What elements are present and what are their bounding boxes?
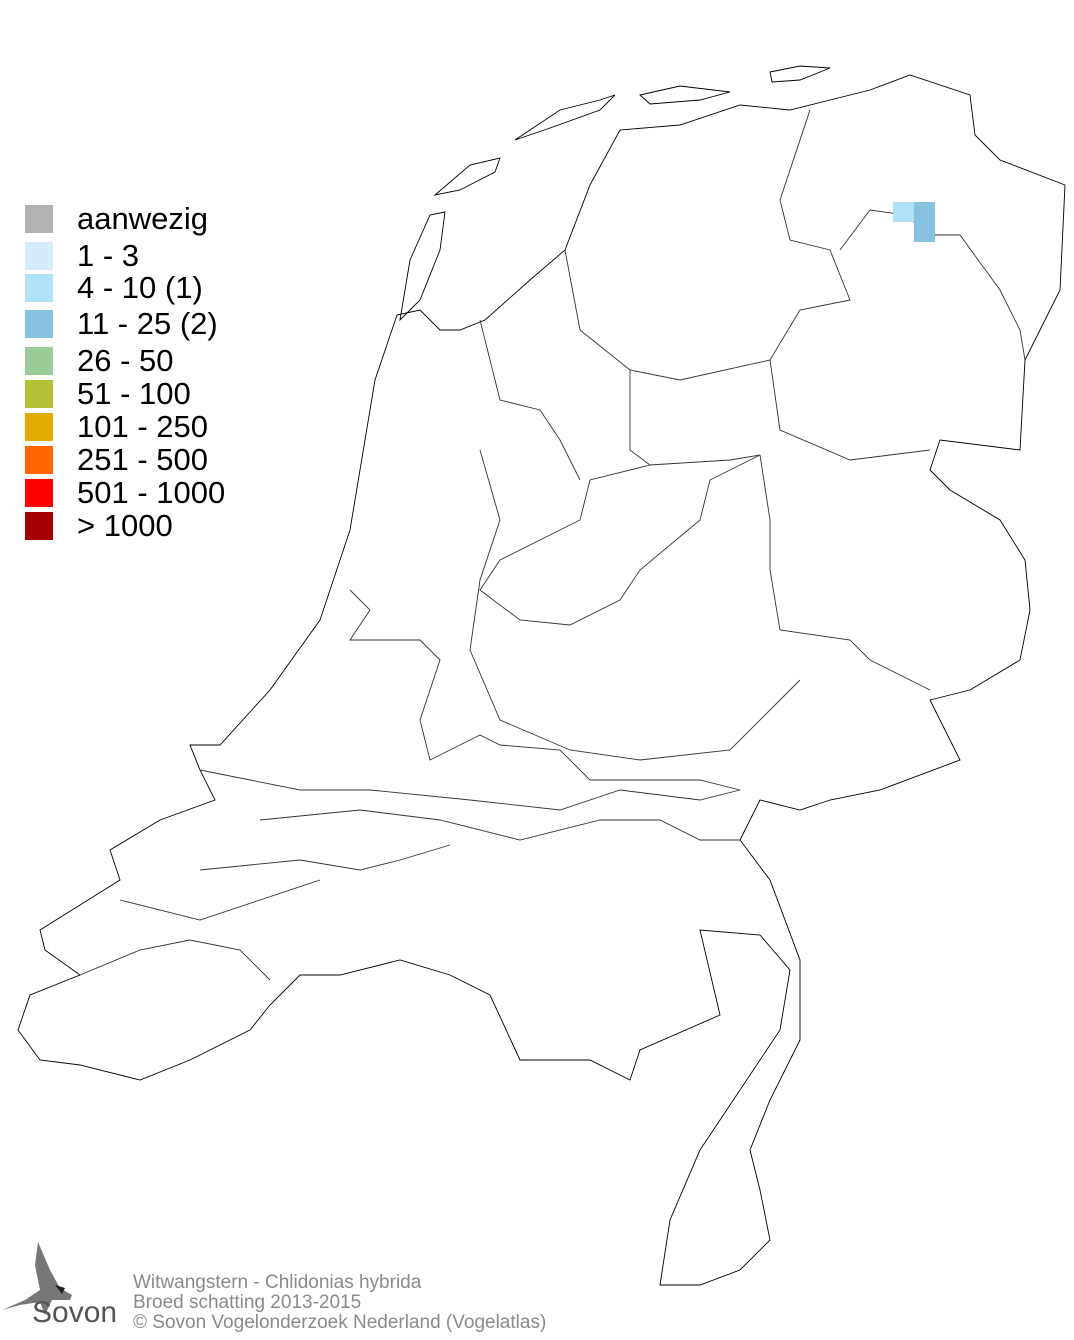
legend-swatch [25,512,53,540]
legend-label: aanwezig [77,201,208,236]
legend-swatch [25,242,53,270]
legend-item: 501 - 1000 [25,477,225,508]
legend-swatch [25,479,53,507]
legend-swatch [25,205,53,233]
legend-label: 251 - 500 [77,442,208,477]
legend-label: > 1000 [77,508,173,543]
legend-item: 4 - 10 (1) [25,272,203,303]
grid-cell-11-25 [914,222,935,242]
legend-swatch [25,446,53,474]
legend-item: 26 - 50 [25,345,174,376]
legend-item: > 1000 [25,510,173,541]
grid-cell-11-25 [914,202,935,222]
legend-item: 1 - 3 [25,240,139,271]
legend-item: 51 - 100 [25,378,191,409]
legend-swatch [25,380,53,408]
legend-swatch [25,274,53,302]
legend-label: 1 - 3 [77,238,140,273]
legend-label: 4 - 10 (1) [77,270,203,305]
legend-swatch [25,413,53,441]
legend-item: 101 - 250 [25,411,208,442]
island-schiermonnikoog [769,65,831,83]
legend-swatch [25,310,53,338]
logo-text: Sovon [32,1296,118,1329]
island-vlieland [514,94,616,141]
legend-label: 26 - 50 [77,343,174,378]
copyright: © Sovon Vogelonderzoek Nederland (Vogela… [133,1312,547,1333]
legend-label: 51 - 100 [77,376,191,411]
country-outline [399,211,446,322]
legend-item: 251 - 500 [25,444,208,475]
legend-item: 11 - 25 (2) [25,308,218,339]
legend-label: 11 - 25 (2) [77,306,218,341]
legend-swatch [25,347,53,375]
species-title: Witwangstern - Chlidonias hybrida [133,1272,422,1293]
island-ameland [639,85,731,105]
island-texel [433,157,501,196]
swallow-logo-icon [2,1242,72,1315]
legend-item: aanwezig [25,203,208,234]
survey-subtitle: Broed schatting 2013-2015 [133,1292,362,1313]
country-outline-main [17,74,1066,1286]
legend-label: 101 - 250 [77,409,208,444]
province-borders [79,109,1026,981]
grid-cell-4-10 [893,202,914,222]
map-caption: Witwangstern - Chlidonias hybrida Broed … [133,1273,546,1333]
legend-label: 501 - 1000 [77,475,226,510]
